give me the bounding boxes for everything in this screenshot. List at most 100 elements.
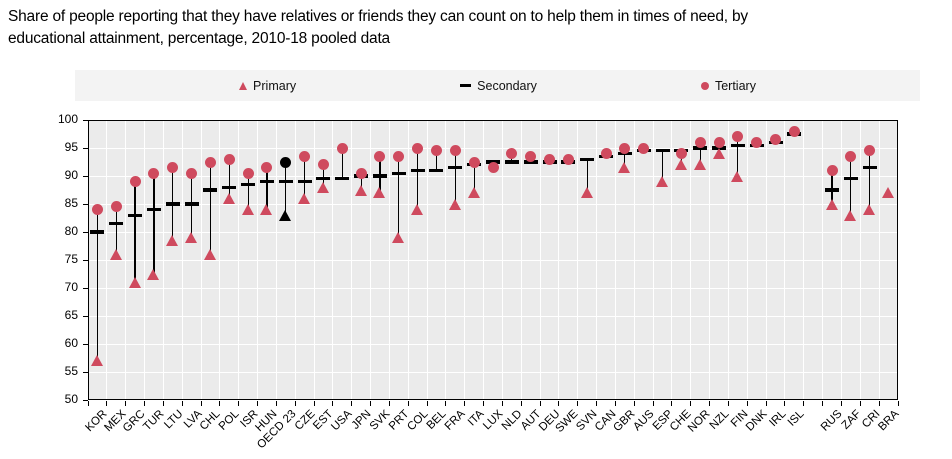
marker-tertiary bbox=[449, 145, 461, 157]
x-axis-tick bbox=[822, 401, 824, 406]
x-axis-tick bbox=[388, 401, 390, 406]
v-gridline bbox=[878, 120, 880, 400]
marker-primary bbox=[128, 276, 141, 288]
marker-primary bbox=[260, 204, 273, 216]
x-axis-tick bbox=[332, 401, 334, 406]
x-axis-tick bbox=[407, 401, 409, 406]
marker-stem bbox=[661, 150, 664, 182]
x-axis-tick bbox=[426, 401, 428, 406]
v-gridline bbox=[822, 120, 824, 400]
y-tick-label: 55 bbox=[64, 364, 78, 378]
y-tick-label: 90 bbox=[64, 168, 78, 182]
marker-tertiary bbox=[487, 162, 499, 174]
v-gridline bbox=[351, 120, 353, 400]
v-gridline bbox=[313, 120, 315, 400]
marker-primary bbox=[882, 187, 895, 199]
x-axis-tick bbox=[144, 401, 145, 406]
marker-stem bbox=[737, 136, 739, 176]
marker-secondary bbox=[693, 146, 708, 150]
v-gridline bbox=[690, 120, 692, 400]
marker-primary bbox=[373, 187, 386, 199]
marker-secondary bbox=[617, 152, 632, 156]
marker-primary bbox=[316, 181, 329, 193]
marker-tertiary bbox=[675, 148, 687, 160]
marker-secondary bbox=[730, 143, 745, 147]
marker-primary bbox=[166, 234, 179, 246]
y-tick-label: 85 bbox=[64, 196, 78, 210]
marker-secondary bbox=[523, 160, 538, 164]
v-gridline bbox=[257, 120, 259, 400]
marker-secondary bbox=[278, 180, 293, 184]
x-axis-tick bbox=[257, 401, 259, 406]
marker-stem bbox=[699, 142, 701, 165]
marker-stem bbox=[417, 148, 419, 210]
v-gridline bbox=[671, 120, 673, 400]
marker-secondary bbox=[259, 180, 274, 184]
v-gridline bbox=[859, 120, 861, 400]
marker-tertiary bbox=[468, 156, 480, 168]
marker-tertiary bbox=[732, 131, 744, 143]
marker-secondary bbox=[825, 188, 840, 192]
marker-primary bbox=[203, 248, 216, 260]
x-axis-tick bbox=[746, 401, 748, 406]
marker-secondary bbox=[486, 160, 500, 164]
marker-stem bbox=[228, 159, 230, 199]
v-gridline bbox=[614, 120, 616, 400]
marker-tertiary bbox=[129, 176, 141, 188]
marker-secondary bbox=[448, 166, 463, 170]
marker-tertiary bbox=[299, 150, 311, 162]
y-tick-label: 95 bbox=[64, 140, 78, 154]
marker-primary bbox=[712, 148, 725, 160]
marker-tertiary bbox=[317, 159, 329, 171]
marker-primary bbox=[844, 209, 857, 221]
v-gridline bbox=[181, 120, 183, 400]
marker-tertiary bbox=[261, 162, 273, 174]
marker-primary bbox=[392, 232, 405, 244]
marker-tertiary bbox=[770, 134, 782, 146]
circle-marker-icon bbox=[700, 81, 709, 90]
v-gridline bbox=[200, 120, 202, 400]
marker-primary bbox=[693, 159, 706, 171]
legend-item-primary: Primary bbox=[239, 79, 296, 93]
legend-item-tertiary: Tertiary bbox=[700, 78, 756, 93]
h-gridline bbox=[88, 371, 898, 373]
marker-secondary bbox=[184, 202, 199, 206]
marker-stem bbox=[322, 164, 325, 188]
v-gridline bbox=[520, 120, 522, 400]
x-axis-tick bbox=[784, 401, 786, 406]
x-axis-tick bbox=[803, 401, 805, 406]
marker-stem bbox=[398, 156, 400, 238]
triangle-marker-icon bbox=[239, 81, 248, 90]
marker-stem bbox=[209, 162, 212, 255]
legend-label-primary: Primary bbox=[253, 78, 297, 93]
v-gridline bbox=[445, 120, 447, 400]
v-gridline bbox=[709, 120, 711, 400]
v-gridline bbox=[558, 120, 560, 400]
x-axis-tick bbox=[897, 401, 899, 406]
x-axis-tick bbox=[294, 401, 296, 406]
y-axis-tick bbox=[83, 203, 88, 205]
marker-tertiary bbox=[826, 164, 838, 176]
marker-tertiary bbox=[110, 201, 122, 213]
marker-secondary bbox=[335, 177, 350, 181]
marker-secondary bbox=[372, 174, 387, 178]
marker-tertiary bbox=[91, 204, 103, 216]
marker-primary bbox=[354, 184, 367, 196]
marker-stem bbox=[96, 209, 98, 361]
y-tick-label: 75 bbox=[64, 252, 78, 266]
marker-tertiary bbox=[167, 162, 179, 174]
marker-tertiary bbox=[713, 136, 725, 148]
legend-label-tertiary: Tertiary bbox=[714, 78, 756, 93]
marker-stem bbox=[831, 170, 833, 204]
marker-tertiary bbox=[223, 153, 235, 165]
v-gridline bbox=[596, 120, 598, 400]
marker-secondary bbox=[109, 222, 124, 226]
marker-stem bbox=[360, 173, 362, 190]
y-axis-tick bbox=[83, 399, 88, 401]
x-axis-tick bbox=[652, 401, 654, 406]
legend: Primary Secondary Tertiary bbox=[75, 70, 920, 101]
v-gridline bbox=[539, 120, 541, 400]
marker-stem bbox=[247, 173, 249, 210]
marker-secondary bbox=[222, 185, 237, 189]
marker-primary bbox=[618, 162, 631, 174]
